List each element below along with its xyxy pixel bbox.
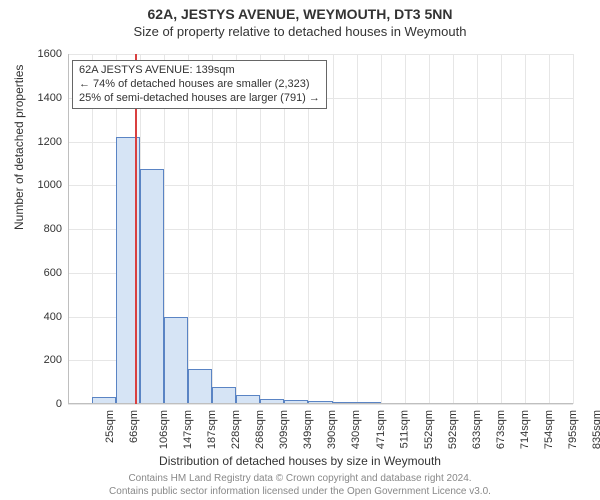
gridline-v [549,54,550,404]
page-subtitle: Size of property relative to detached ho… [0,22,600,39]
x-tick-label: 147sqm [182,410,194,449]
x-tick-label: 754sqm [543,410,555,449]
gridline-v [477,54,478,404]
x-tick-label: 592sqm [447,410,459,449]
x-tick-label: 228sqm [230,410,242,449]
gridline-h [68,142,573,143]
y-axis-label: Number of detached properties [12,65,26,230]
gridline-v [573,54,574,404]
y-tick-label: 400 [44,311,62,323]
histogram-bar [164,317,188,405]
footer-line-2: Contains public sector information licen… [0,486,600,499]
x-tick-label: 673sqm [495,410,507,449]
x-tick-label: 552sqm [423,410,435,449]
gridline-v [525,54,526,404]
x-axis-line [68,403,573,404]
gridline-v [453,54,454,404]
y-tick-label: 1600 [38,48,62,60]
y-tick-label: 200 [44,354,62,366]
x-tick-label: 349sqm [303,410,315,449]
annotation-line1: 62A JESTYS AVENUE: 139sqm [79,64,320,78]
gridline-v [333,54,334,404]
x-tick-label: 795sqm [567,410,579,449]
gridline-h [68,54,573,55]
y-tick-label: 1400 [38,92,62,104]
gridline-h [68,404,573,405]
plot: 0200400600800100012001400160025sqm66sqm1… [68,54,573,404]
x-tick-label: 511sqm [398,410,410,448]
histogram-bar [212,387,236,405]
gridline-v [501,54,502,404]
gridline-v [405,54,406,404]
x-tick-label: 714sqm [519,410,531,449]
plot-area: 0200400600800100012001400160025sqm66sqm1… [68,54,573,404]
x-tick-label: 268sqm [254,410,266,449]
y-tick-label: 0 [56,398,62,410]
x-tick-label: 835sqm [591,410,600,449]
y-tick-label: 1200 [38,136,62,148]
annotation-box: 62A JESTYS AVENUE: 139sqm← 74% of detach… [72,60,327,109]
page-title: 62A, JESTYS AVENUE, WEYMOUTH, DT3 5NN [0,0,600,22]
x-tick-label: 106sqm [158,410,170,449]
x-tick-label: 430sqm [351,410,363,449]
x-tick-label: 25sqm [104,410,116,443]
annotation-line2: ← 74% of detached houses are smaller (2,… [79,78,320,92]
x-tick-label: 390sqm [327,410,339,449]
gridline-v [357,54,358,404]
x-tick-label: 633sqm [471,410,483,449]
x-tick-label: 309sqm [278,410,290,449]
footer-line-1: Contains HM Land Registry data © Crown c… [0,473,600,486]
y-axis-line [68,54,69,404]
histogram-bar [140,169,164,404]
y-tick-label: 1000 [38,179,62,191]
chart-container: 62A, JESTYS AVENUE, WEYMOUTH, DT3 5NN Si… [0,0,600,500]
x-tick-label: 66sqm [128,410,140,443]
attribution-footer: Contains HM Land Registry data © Crown c… [0,473,600,498]
y-tick-label: 600 [44,267,62,279]
gridline-v [381,54,382,404]
x-tick-label: 187sqm [206,410,218,449]
histogram-bar [188,369,212,404]
x-tick-label: 471sqm [375,410,387,449]
y-tick-label: 800 [44,223,62,235]
gridline-v [429,54,430,404]
x-axis-label: Distribution of detached houses by size … [0,454,600,468]
annotation-line3: 25% of semi-detached houses are larger (… [79,92,320,106]
